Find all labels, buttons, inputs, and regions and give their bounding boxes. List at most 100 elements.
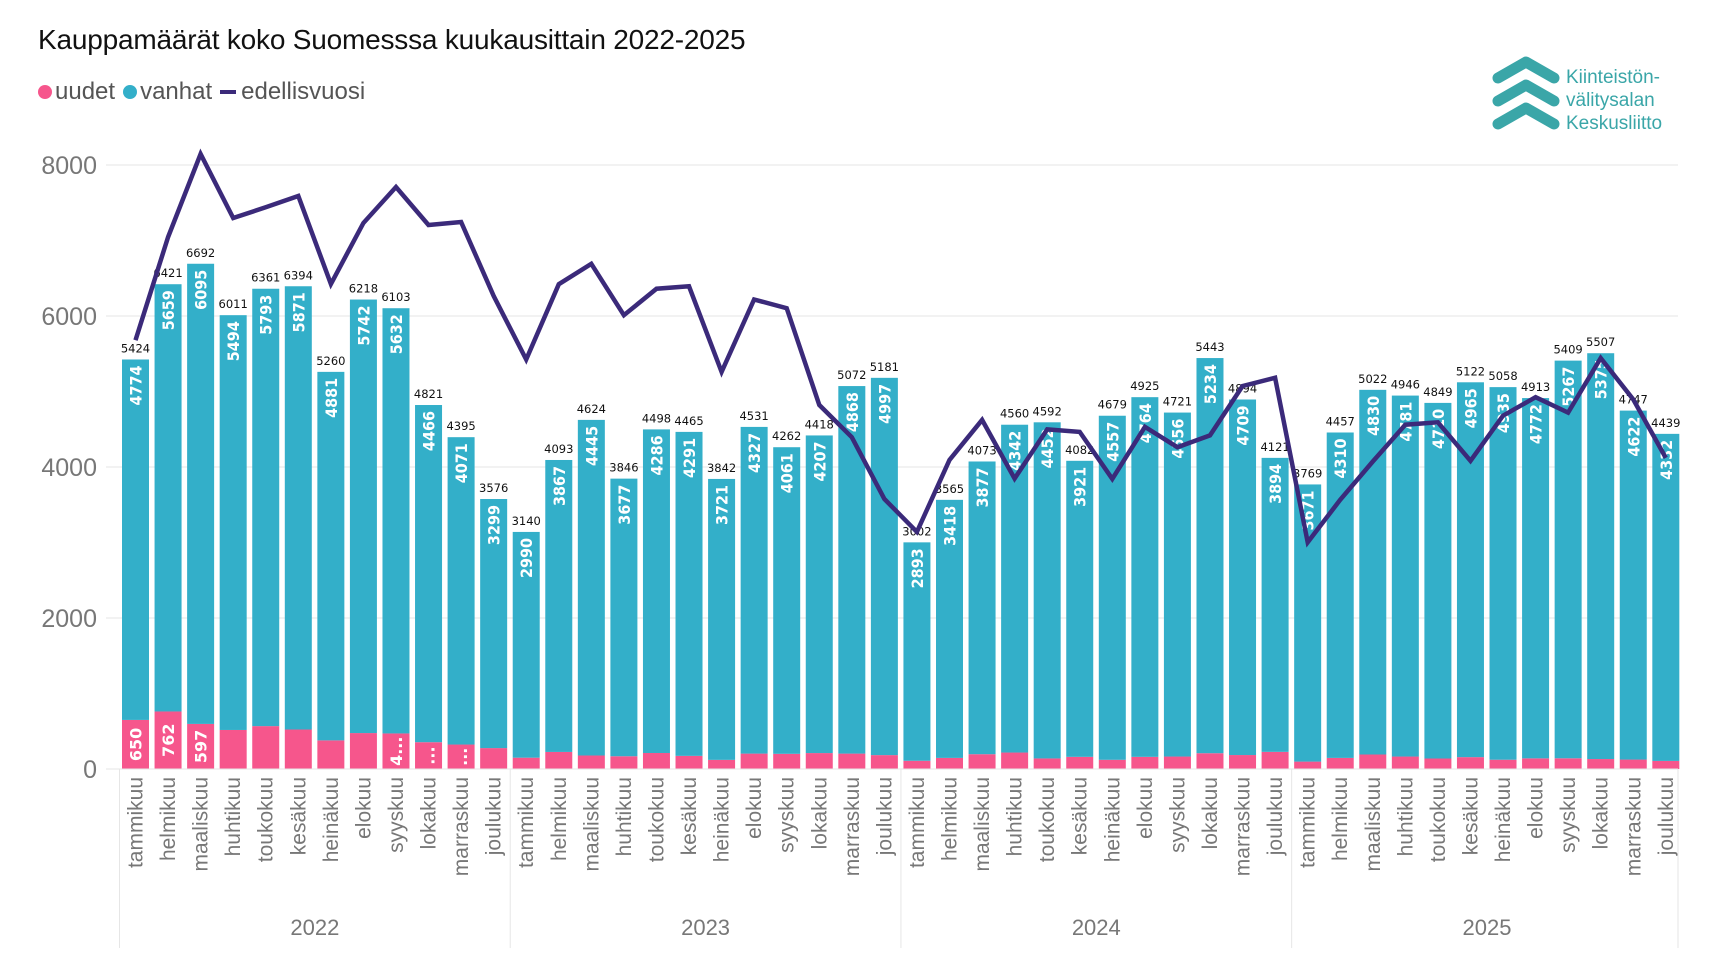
data-label-total: 5424 <box>121 341 150 355</box>
data-label-total: 6011 <box>219 297 248 311</box>
bar-uudet <box>740 753 768 769</box>
data-label-total: 4624 <box>577 402 606 416</box>
legend-item-edellisvuosi[interactable]: edellisvuosi <box>220 78 365 106</box>
data-label-total: 5443 <box>1195 340 1224 354</box>
bar-vanhat <box>415 405 443 743</box>
data-label-total: 4946 <box>1391 378 1420 392</box>
x-tick-label: helmikuu <box>548 777 571 861</box>
data-label-vanhat: 3877 <box>973 467 992 507</box>
bar-uudet <box>577 755 605 769</box>
data-label-total: 3846 <box>609 461 638 475</box>
data-label-vanhat: 4342 <box>1006 431 1025 471</box>
bar-uudet <box>1489 759 1517 769</box>
y-tick-label: 4000 <box>41 454 97 482</box>
x-tick-label: toukokuu <box>255 777 278 862</box>
y-tick-label: 8000 <box>41 152 97 180</box>
data-label-vanhat: 6095 <box>192 270 211 310</box>
bar-uudet <box>1326 757 1354 769</box>
x-tick-label: syyskuu <box>776 777 799 853</box>
bar-uudet <box>1066 756 1094 769</box>
x-tick-label: heinäkuu <box>1101 777 1124 862</box>
legend-marker-vanhat <box>123 85 138 99</box>
data-label-vanhat: 4286 <box>647 435 666 475</box>
data-label-total: 5409 <box>1553 343 1582 357</box>
data-label-vanhat: 5632 <box>387 314 406 354</box>
bar-vanhat <box>870 377 898 756</box>
x-tick-label: elokuu <box>352 777 375 839</box>
bar-uudet <box>1554 758 1582 769</box>
data-label-total: 6361 <box>251 271 280 285</box>
data-label-vanhat: 3721 <box>713 485 732 525</box>
bar-vanhat <box>382 308 410 734</box>
data-label-vanhat: 5234 <box>1201 364 1220 404</box>
bar-vanhat <box>1489 387 1517 760</box>
data-label-total: 4721 <box>1163 395 1192 409</box>
data-label-total: 6218 <box>349 282 378 296</box>
bar-vanhat <box>675 431 703 756</box>
legend-label-edellisvuosi: edellisvuosi <box>241 78 366 105</box>
data-label-total: 4925 <box>1130 379 1159 393</box>
bar-uudet <box>936 757 963 769</box>
data-label-total: 3576 <box>479 481 508 495</box>
x-tick-label: helmikuu <box>1329 777 1352 861</box>
data-label-total: 3140 <box>512 514 541 528</box>
x-tick-label: joulukuu <box>1655 777 1678 856</box>
bar-uudet <box>1033 758 1061 769</box>
data-label-total: 4592 <box>1033 404 1062 418</box>
legend-marker-edellisvuosi <box>220 90 237 94</box>
bar-uudet <box>382 733 410 769</box>
bar-vanhat <box>740 426 768 754</box>
x-tick-label: huhtikuu <box>1004 777 1027 856</box>
x-group-label: 2024 <box>1072 915 1121 940</box>
data-label-vanhat: 4445 <box>582 426 601 466</box>
x-tick-label: maaliskuu <box>580 777 603 872</box>
y-tick-label: 2000 <box>41 605 97 633</box>
data-label-vanhat: 5494 <box>224 321 243 361</box>
bar-uudet <box>1196 753 1224 769</box>
bar-uudet <box>349 733 377 769</box>
legend-item-uudet[interactable]: uudet <box>38 78 115 106</box>
bar-uudet <box>610 756 638 769</box>
x-tick-label: huhtikuu <box>613 777 636 856</box>
x-tick-label: heinäkuu <box>1492 777 1515 862</box>
data-label-total: 4262 <box>772 429 801 443</box>
bar-uudet <box>838 753 866 769</box>
bar-vanhat <box>773 447 801 754</box>
x-tick-label: lokakuu <box>418 777 441 849</box>
data-label-total: 5058 <box>1488 369 1517 383</box>
bar-vanhat <box>1619 410 1647 760</box>
bar-uudet <box>1424 758 1452 769</box>
x-tick-label: tammikuu <box>125 777 148 868</box>
bar-vanhat <box>838 386 866 754</box>
bar-vanhat <box>1131 397 1159 757</box>
bar-uudet <box>805 753 833 769</box>
bar-vanhat <box>545 459 573 752</box>
data-label-vanhat: 4781 <box>1396 402 1415 442</box>
bar-uudet <box>187 723 215 769</box>
bar-vanhat <box>1033 422 1061 759</box>
data-label-total: 5260 <box>316 354 345 368</box>
data-label-total: 3769 <box>1293 466 1322 480</box>
legend-label-uudet: uudet <box>55 78 116 105</box>
bar-uudet <box>252 726 280 769</box>
bar-uudet <box>1001 752 1029 769</box>
bar-vanhat <box>1587 353 1615 760</box>
bar-vanhat <box>480 499 508 749</box>
bar-uudet <box>545 751 573 769</box>
data-label-uudet: ... <box>452 748 471 766</box>
x-tick-label: lokakuu <box>808 777 831 849</box>
bar-vanhat <box>1066 460 1094 757</box>
bar-uudet <box>1619 759 1647 769</box>
x-group-label: 2022 <box>290 915 339 940</box>
bar-uudet <box>708 759 736 769</box>
data-label-total: 4121 <box>1260 440 1289 454</box>
bar-uudet <box>122 719 149 769</box>
data-label-total: 4093 <box>544 442 573 456</box>
x-tick-label: heinäkuu <box>320 777 343 862</box>
legend-label-vanhat: vanhat <box>140 78 213 105</box>
bar-uudet <box>1456 757 1484 769</box>
legend-item-vanhat[interactable]: vanhat <box>123 78 212 106</box>
bar-uudet <box>1359 754 1387 769</box>
bar-vanhat <box>154 284 182 712</box>
logo-line: Kiinteistön- <box>1566 67 1660 88</box>
